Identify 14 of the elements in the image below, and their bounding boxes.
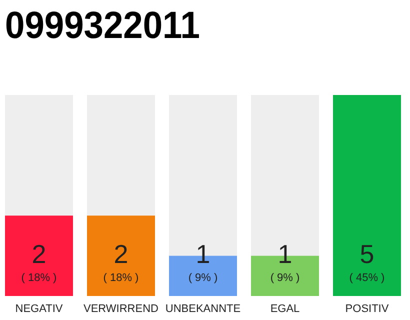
annotation: ( 18% ) [21, 272, 57, 284]
annotation: ( 18% ) [103, 272, 139, 284]
x-tick-label: POSITIV [345, 303, 390, 315]
x-tick-label: NEGATIV [15, 303, 64, 315]
chart-title: 0999322011 [5, 5, 214, 47]
data-label: 2 [114, 239, 128, 269]
annotation: ( 9% ) [188, 272, 218, 284]
annotation: ( 9% ) [270, 272, 300, 284]
data-label: 5 [360, 239, 374, 269]
x-tick-label: UNBEKANNTE [165, 303, 241, 315]
annotation: ( 45% ) [349, 272, 385, 284]
x-tick-label: EGAL [270, 303, 300, 315]
x-tick-label: VERWIRREND [84, 303, 159, 315]
data-label: 2 [32, 239, 46, 269]
